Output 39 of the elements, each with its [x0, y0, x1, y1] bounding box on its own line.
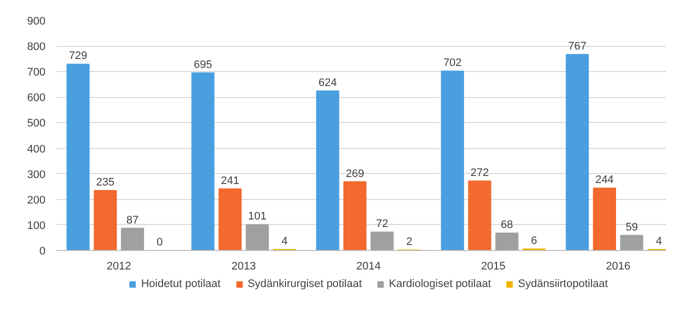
data-label: 702	[443, 57, 462, 70]
x-tick-label: 2013	[231, 260, 256, 272]
x-tick-label: 2012	[106, 260, 132, 272]
data-label: 72	[376, 218, 388, 230]
data-label: 4	[656, 235, 662, 248]
data-label: 729	[68, 50, 88, 62]
data-label: 68	[500, 219, 514, 232]
data-label: 87	[126, 214, 139, 226]
y-tick-label: 700	[27, 66, 46, 79]
y-tick-label: 600	[27, 92, 46, 104]
legend-label: Kardiologiset potilaat	[388, 278, 492, 290]
data-label: 241	[220, 174, 240, 187]
y-tick-label: 800	[27, 41, 46, 54]
data-label: 59	[626, 221, 638, 234]
legend-label: Sydänkirurgiset potilaat	[248, 278, 362, 290]
legend-label: Sydänsiirtopotilaat	[518, 278, 608, 290]
x-tick-label: 2014	[356, 260, 381, 272]
data-label: 624	[318, 77, 337, 90]
x-tick-label: 2016	[606, 260, 630, 272]
data-label: 101	[248, 210, 266, 223]
y-tick-label: 100	[27, 220, 46, 232]
data-label: 6	[531, 234, 538, 247]
data-label: 235	[96, 176, 114, 188]
data-label: 0	[156, 236, 163, 248]
data-label: 269	[346, 168, 364, 180]
data-label: 767	[568, 40, 586, 52]
data-label: 2	[406, 236, 412, 248]
data-label: 244	[595, 174, 614, 186]
data-label: 695	[194, 58, 212, 71]
y-tick-label: 0	[39, 246, 46, 258]
data-label: 272	[470, 166, 489, 179]
x-tick-label: 2015	[481, 260, 506, 272]
y-tick-label: 200	[27, 194, 46, 206]
legend-label: Hoidetut potilaat	[141, 278, 221, 290]
y-tick-label: 300	[27, 168, 46, 181]
y-tick-label: 500	[27, 118, 46, 130]
y-tick-label: 400	[27, 143, 46, 156]
y-tick-label: 900	[27, 16, 46, 28]
data-label: 4	[281, 235, 288, 248]
